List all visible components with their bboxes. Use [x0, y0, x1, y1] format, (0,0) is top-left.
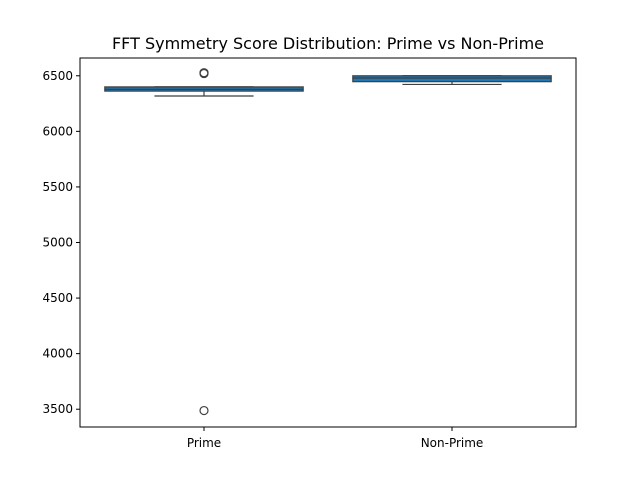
y-tick-label: 6500 [42, 69, 73, 83]
axes-frame [79, 57, 577, 428]
y-tick-label: 3500 [42, 402, 73, 416]
y-tick-label: 4000 [42, 347, 73, 361]
y-axis: 3500 4000 4500 5000 5500 6000 6500 [42, 69, 80, 416]
chart-title: FFT Symmetry Score Distribution: Prime v… [112, 34, 544, 53]
x-axis: Prime Non-Prime [187, 427, 484, 450]
plot-area [104, 68, 552, 416]
x-tick-label: Prime [187, 436, 221, 450]
x-tick-label: Non-Prime [421, 436, 484, 450]
y-tick-label: 5500 [42, 180, 73, 194]
box-group [352, 75, 552, 86]
box-iqr [352, 75, 552, 83]
y-tick-label: 4500 [42, 291, 73, 305]
box-group [104, 68, 304, 416]
outlier-point [199, 68, 209, 79]
y-tick-label: 6000 [42, 124, 73, 138]
y-tick-label: 5000 [42, 236, 73, 250]
outlier-point [199, 405, 209, 416]
